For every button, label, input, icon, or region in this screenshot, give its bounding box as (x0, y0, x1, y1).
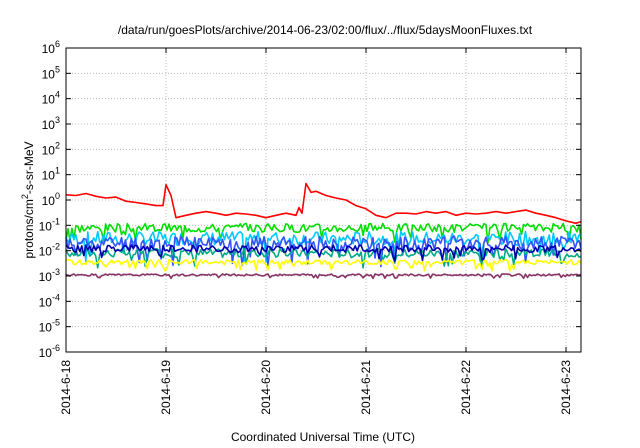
x-tick-label: 2014-6-23 (559, 360, 573, 415)
x-tick-label: 2014-6-21 (359, 360, 373, 415)
y-tick-label: 106 (42, 39, 60, 56)
series-line-7 (65, 258, 582, 272)
y-tick-label: 10-3 (39, 267, 60, 284)
plot-frame (65, 47, 582, 353)
x-tick-label: 2014-6-22 (459, 360, 473, 415)
axis-ticks: 10-6 10-5 10-4 10-3 10-2 10-1 100 101 102 103 104 1… (39, 39, 581, 415)
y-axis-label-sup: 2 (20, 194, 30, 199)
x-tick-label: 2014-6-18 (59, 360, 73, 415)
y-tick-label: 105 (42, 64, 60, 81)
chart-title: /data/run/goesPlots/archive/2014-06-23/0… (118, 23, 533, 37)
y-tick-label: 103 (42, 115, 60, 132)
series-line-2 (65, 222, 582, 244)
y-tick-label: 10-2 (39, 242, 60, 259)
y-tick-label: 102 (42, 140, 60, 157)
series-line-6 (65, 244, 582, 262)
y-axis-label: protons/cm2-s-sr-MeV (20, 141, 36, 258)
x-axis-label: Coordinated Universal Time (UTC) (231, 430, 415, 444)
grid (66, 48, 581, 352)
y-tick-label: 10-6 (39, 343, 60, 360)
y-tick-label: 10-5 (39, 318, 60, 335)
series-group (65, 182, 582, 280)
series-line-3 (65, 230, 581, 263)
x-tick-label: 2014-6-19 (159, 360, 173, 415)
series-line-5 (65, 248, 582, 269)
y-tick-label: 100 (42, 191, 60, 208)
x-tick-label: 2014-6-20 (259, 360, 273, 415)
y-tick-label: 10-4 (39, 292, 60, 309)
y-axis-label-base: protons/cm (22, 199, 36, 258)
y-tick-label: 10-1 (39, 216, 60, 233)
y-tick-label: 101 (42, 166, 60, 183)
y-axis-label-rest: -s-sr-MeV (22, 141, 36, 194)
series-line-8 (65, 273, 582, 280)
y-tick-label: 104 (42, 90, 60, 107)
series-line-1 (65, 182, 582, 225)
